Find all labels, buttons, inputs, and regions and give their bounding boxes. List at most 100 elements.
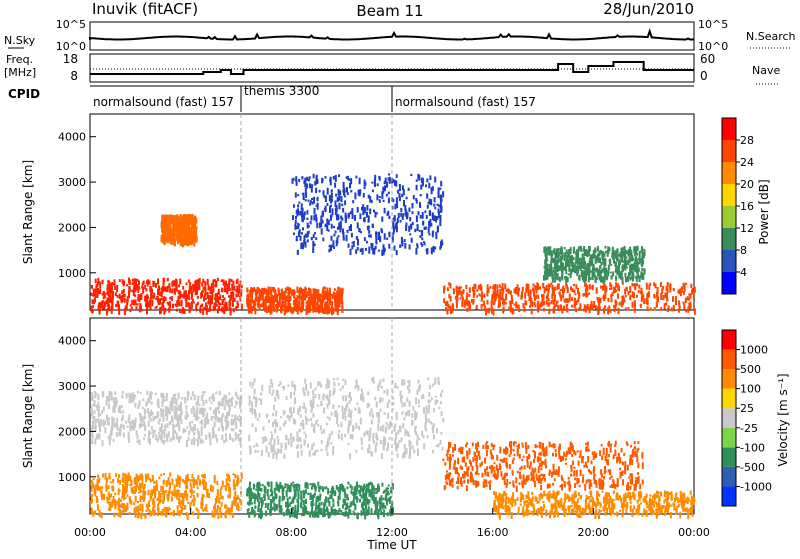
scatter-cell <box>137 501 139 503</box>
scatter-cell <box>151 401 153 405</box>
scatter-cell <box>646 298 648 304</box>
scatter-cell <box>218 500 220 504</box>
scatter-cell <box>426 405 428 410</box>
scatter-cell <box>123 490 125 496</box>
scatter-cell <box>104 295 106 298</box>
scatter-cell <box>543 308 545 312</box>
scatter-cell <box>362 488 364 492</box>
scatter-cell <box>148 490 150 495</box>
scatter-cell <box>144 296 146 302</box>
scatter-cell <box>313 234 315 238</box>
scatter-cell <box>163 473 165 475</box>
scatter-cell <box>150 496 152 502</box>
scatter-cell <box>377 424 379 428</box>
scatter-cell <box>171 296 173 301</box>
scatter-cell <box>323 510 325 515</box>
scatter-cell <box>440 181 442 187</box>
scatter-cell <box>187 398 189 401</box>
scatter-cell <box>228 486 230 492</box>
scatter-cell <box>205 298 207 300</box>
scatter-cell <box>151 494 153 496</box>
scatter-cell <box>197 493 199 498</box>
scatter-cell <box>293 300 295 305</box>
scatter-cell <box>177 475 179 480</box>
scatter-cell <box>504 299 506 305</box>
freq-label-1: Freq. <box>6 53 33 66</box>
scatter-cell <box>590 260 592 266</box>
scatter-cell <box>357 513 359 520</box>
colorbar-swatch <box>722 272 736 294</box>
scatter-cell <box>617 248 619 253</box>
scatter-cell <box>381 398 383 402</box>
scatter-cell <box>190 286 192 291</box>
scatter-cell <box>202 394 204 396</box>
scatter-cell <box>610 264 612 266</box>
scatter-cell <box>144 484 146 487</box>
scatter-cell <box>303 512 305 516</box>
scatter-cell <box>575 308 577 312</box>
scatter-cell <box>206 509 208 512</box>
scatter-cell <box>117 427 119 431</box>
scatter-cell <box>614 261 616 264</box>
scatter-cell <box>295 216 297 219</box>
scatter-cell <box>436 400 438 403</box>
scatter-cell <box>342 504 344 508</box>
scatter-cell <box>228 393 230 395</box>
scatter-cell <box>471 299 473 303</box>
scatter-cell <box>205 504 207 509</box>
scatter-cell <box>178 426 180 432</box>
scatter-cell <box>662 295 664 300</box>
scatter-cell <box>270 503 272 505</box>
scatter-cell <box>235 435 237 441</box>
scatter-cell <box>165 411 167 415</box>
scatter-cell <box>221 486 223 489</box>
scatter-cell <box>216 438 218 442</box>
scatter-cell <box>160 307 162 312</box>
scatter-cell <box>127 296 129 303</box>
scatter-cell <box>229 509 231 513</box>
scatter-cell <box>91 439 93 445</box>
scatter-cell <box>192 391 194 396</box>
scatter-cell <box>390 496 392 499</box>
scatter-cell <box>515 302 517 309</box>
scatter-cell <box>119 480 121 485</box>
scatter-cell <box>640 272 642 279</box>
scatter-cell <box>254 510 256 512</box>
scatter-cell <box>218 428 220 431</box>
scatter-cell <box>225 288 227 292</box>
scatter-cell <box>426 178 428 182</box>
scatter-cell <box>164 425 166 432</box>
scatter-cell <box>634 308 636 313</box>
scatter-cell <box>197 296 199 299</box>
nsky-line <box>90 31 694 40</box>
scatter-cell <box>205 485 207 490</box>
scatter-cell <box>415 248 417 255</box>
scatter-cell <box>439 188 441 190</box>
scatter-cell <box>148 412 150 418</box>
scatter-cell <box>382 425 384 429</box>
scatter-cell <box>125 489 127 494</box>
scatter-cell <box>378 412 380 418</box>
scatter-cell <box>650 308 652 311</box>
scatter-cell <box>425 226 427 229</box>
scatter-cell <box>573 247 575 253</box>
scatter-cell <box>217 509 219 514</box>
scatter-cell <box>335 231 337 234</box>
scatter-cell <box>281 289 283 293</box>
scatter-cell <box>678 308 680 312</box>
scatter-cell <box>290 409 292 413</box>
scatter-cell <box>586 270 588 275</box>
scatter-cell <box>227 421 229 426</box>
scatter-cell <box>543 247 545 253</box>
scatter-cell <box>143 490 145 497</box>
scatter-cell <box>212 427 214 433</box>
scatter-cell <box>204 391 206 393</box>
scatter-cell <box>192 299 194 302</box>
scatter-cell <box>129 288 131 293</box>
scatter-cell <box>560 248 562 255</box>
scatter-cell <box>615 303 617 306</box>
colorbar-tick-label: 12 <box>740 222 754 235</box>
scatter-cell <box>103 407 105 412</box>
scatter-cell <box>529 305 531 308</box>
scatter-cell <box>368 434 370 441</box>
